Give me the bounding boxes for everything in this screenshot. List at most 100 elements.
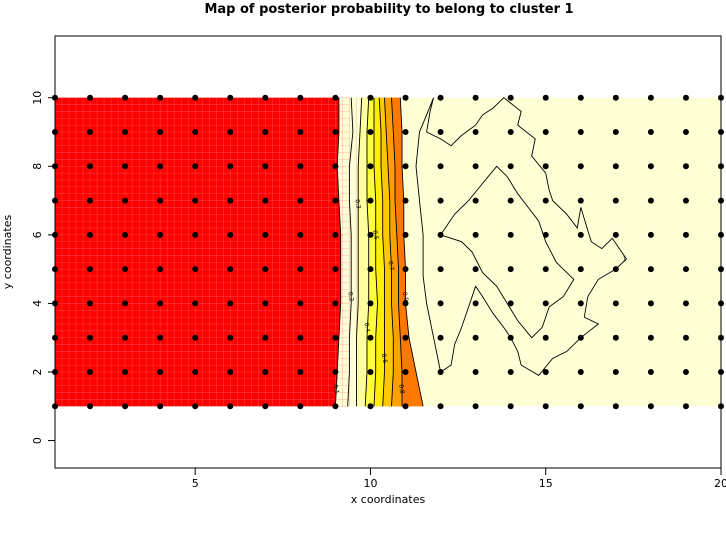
data-point bbox=[87, 197, 94, 204]
data-point bbox=[542, 403, 549, 410]
data-point bbox=[577, 369, 584, 375]
contour-label: 1 bbox=[623, 256, 627, 263]
data-point bbox=[437, 231, 444, 238]
data-point bbox=[402, 197, 409, 204]
high-probability-region bbox=[55, 97, 341, 407]
data-point bbox=[122, 403, 129, 410]
data-point bbox=[227, 403, 234, 410]
data-point bbox=[262, 369, 269, 375]
data-point bbox=[332, 163, 339, 170]
data-point bbox=[367, 197, 374, 204]
y-tick-label: 8 bbox=[31, 163, 44, 170]
data-point bbox=[612, 369, 619, 375]
data-point bbox=[192, 163, 199, 170]
data-point bbox=[402, 369, 409, 375]
data-point bbox=[122, 129, 129, 135]
data-point bbox=[367, 403, 374, 410]
data-point bbox=[647, 94, 654, 101]
data-point bbox=[437, 129, 444, 135]
data-point bbox=[367, 266, 374, 273]
data-point bbox=[122, 300, 129, 307]
contour-line- bbox=[440, 165, 575, 339]
contour-line-0.6 bbox=[378, 97, 385, 407]
data-point bbox=[227, 94, 234, 101]
chart-title: Map of posterior probability to belong t… bbox=[204, 2, 573, 17]
data-point bbox=[87, 300, 94, 307]
data-point bbox=[437, 94, 444, 101]
probability-band bbox=[365, 97, 378, 407]
y-tick-label: 2 bbox=[31, 369, 44, 376]
data-point bbox=[297, 163, 304, 170]
data-point bbox=[87, 163, 94, 170]
contour-line-1 bbox=[415, 97, 627, 376]
x-tick-label: 20 bbox=[714, 477, 726, 490]
data-point bbox=[262, 129, 269, 135]
data-point bbox=[542, 369, 549, 375]
data-point bbox=[122, 334, 129, 341]
axes: 5 10 15 20 0 2 4 6 8 10 bbox=[31, 91, 726, 490]
data-point bbox=[227, 197, 234, 204]
data-point bbox=[577, 231, 584, 238]
data-point bbox=[507, 403, 514, 410]
data-point bbox=[122, 197, 129, 204]
data-point bbox=[612, 163, 619, 170]
data-point bbox=[87, 334, 94, 341]
probability-band bbox=[379, 97, 394, 407]
data-point bbox=[297, 300, 304, 307]
data-point bbox=[122, 369, 129, 375]
data-point bbox=[472, 163, 479, 170]
contour-label: 0.9 bbox=[401, 291, 410, 302]
data-point bbox=[612, 94, 619, 101]
data-point bbox=[157, 369, 164, 375]
data-point bbox=[297, 129, 304, 135]
data-point bbox=[332, 94, 339, 101]
contour-line-0.3 bbox=[356, 97, 363, 407]
data-point bbox=[647, 197, 654, 204]
data-point bbox=[87, 403, 94, 410]
data-point bbox=[262, 163, 269, 170]
data-point bbox=[227, 266, 234, 273]
data-point bbox=[507, 369, 514, 375]
data-point bbox=[192, 334, 199, 341]
data-point bbox=[192, 300, 199, 307]
y-tick-label: 0 bbox=[31, 437, 44, 444]
contour-label: 0.8 bbox=[397, 384, 406, 395]
data-point bbox=[682, 197, 689, 204]
data-point bbox=[612, 129, 619, 135]
data-point bbox=[682, 369, 689, 375]
data-point bbox=[472, 94, 479, 101]
data-point bbox=[682, 231, 689, 238]
data-point bbox=[332, 197, 339, 204]
data-point bbox=[402, 334, 409, 341]
data-point bbox=[192, 403, 199, 410]
data-point bbox=[297, 197, 304, 204]
contour-line-0.1 bbox=[334, 97, 342, 407]
data-point bbox=[402, 403, 409, 410]
data-point bbox=[402, 94, 409, 101]
data-point bbox=[262, 266, 269, 273]
data-point bbox=[647, 266, 654, 273]
data-point bbox=[402, 129, 409, 135]
data-point bbox=[262, 334, 269, 341]
data-point bbox=[332, 369, 339, 375]
data-point bbox=[262, 231, 269, 238]
data-point bbox=[157, 334, 164, 341]
data-point bbox=[437, 300, 444, 307]
data-point bbox=[647, 163, 654, 170]
data-point bbox=[227, 129, 234, 135]
data-point bbox=[367, 369, 374, 375]
data-point bbox=[472, 266, 479, 273]
data-point bbox=[507, 231, 514, 238]
contour-lines: 0.1 0.2 0.3 0.4 0.5 0.6 0.7 0.8 0.9 1 bbox=[331, 97, 627, 407]
data-point bbox=[297, 403, 304, 410]
data-point bbox=[157, 231, 164, 238]
data-point bbox=[402, 266, 409, 273]
data-point bbox=[542, 300, 549, 307]
data-point bbox=[472, 403, 479, 410]
data-point bbox=[87, 266, 94, 273]
data-point bbox=[682, 266, 689, 273]
data-point bbox=[227, 231, 234, 238]
data-point bbox=[332, 266, 339, 273]
data-point bbox=[542, 266, 549, 273]
